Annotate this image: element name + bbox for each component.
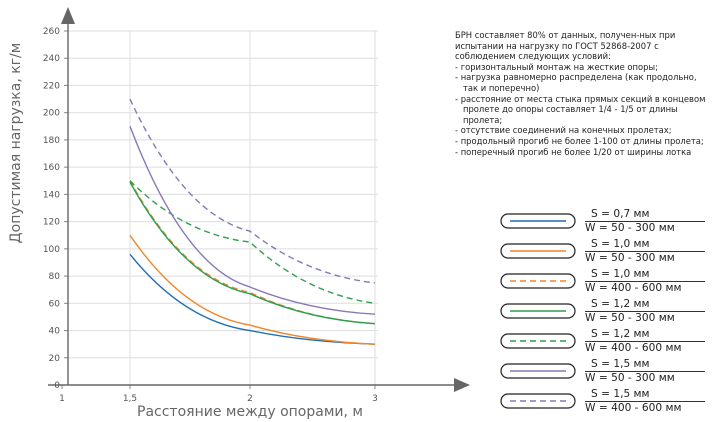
- legend-entry: S = 1,0 мм W = 400 - 600 мм: [497, 265, 712, 295]
- y-tick-label: 220: [43, 81, 60, 91]
- legend-label: S = 0,7 мм W = 50 - 300 мм: [585, 208, 705, 234]
- y-tick-label: 20: [49, 354, 61, 364]
- note-item: поперечный прогиб не более 1/20 от ширин…: [455, 147, 713, 158]
- legend-label-thickness: S = 1,2 мм: [585, 298, 705, 312]
- legend-label-thickness: S = 1,5 мм: [585, 358, 705, 372]
- legend-label-width: W = 400 - 600 мм: [585, 281, 682, 294]
- note-item: расстояние от места стыка прямых секций …: [455, 94, 713, 126]
- legend-entry: S = 1,2 мм W = 50 - 300 мм: [497, 295, 712, 325]
- y-tick-label: 0: [54, 381, 60, 391]
- note-list: горизонтальный монтаж на жесткие опоры; …: [455, 62, 713, 157]
- y-tick-label: 40: [49, 327, 61, 337]
- x-tick-label: 1: [59, 394, 65, 404]
- series-line-7: [129, 98, 376, 284]
- y-tick-label: 200: [43, 109, 60, 119]
- legend-label: S = 1,2 мм W = 400 - 600 мм: [585, 328, 705, 354]
- legend-label-width: W = 50 - 300 мм: [585, 311, 675, 324]
- legend-entry: S = 1,5 мм W = 50 - 300 мм: [497, 355, 712, 385]
- legend-label-thickness: S = 1,2 мм: [585, 328, 705, 342]
- series-line-2: [129, 234, 376, 345]
- y-tick-label: 100: [43, 245, 60, 255]
- legend-swatch-frame: [500, 393, 576, 409]
- tick-labels: 0 20 40 60 80 100 120 140 160 180 200 220 240 260 1 1,5…: [43, 27, 378, 404]
- legend-label: S = 1,0 мм W = 50 - 300 мм: [585, 238, 705, 264]
- legend-label-thickness: S = 1,0 мм: [585, 238, 705, 252]
- legend-label: S = 1,5 мм W = 400 - 600 мм: [585, 388, 705, 414]
- legend-swatch: [500, 213, 576, 229]
- legend-swatch: [500, 243, 576, 259]
- y-axis-title: Допустимая нагрузка, кг/м: [8, 43, 24, 244]
- x-tick-label: 1,5: [123, 394, 137, 404]
- legend-swatch: [500, 363, 576, 379]
- y-tick-label: 180: [43, 136, 60, 146]
- series-line-6: [129, 126, 376, 315]
- legend-swatch: [500, 333, 576, 349]
- y-tick-label: 260: [43, 27, 60, 37]
- legend-label-thickness: S = 0,7 мм: [585, 208, 705, 222]
- legend-label: S = 1,0 мм W = 400 - 600 мм: [585, 268, 705, 294]
- series-line-3: [129, 180, 376, 325]
- legend-label-width: W = 50 - 300 мм: [585, 371, 675, 384]
- legend-swatch: [500, 393, 576, 409]
- note-item: отсутствие соединений на конечных пролет…: [455, 125, 713, 136]
- legend-label-thickness: S = 1,0 мм: [585, 268, 705, 282]
- y-tick-label: 120: [43, 218, 60, 228]
- x-tick-label: 2: [247, 394, 253, 404]
- legend-entry: S = 1,2 мм W = 400 - 600 мм: [497, 325, 712, 355]
- series-line-5: [129, 180, 376, 305]
- series-lines: [129, 98, 376, 345]
- legend-swatch-frame: [500, 273, 576, 289]
- legend-label: S = 1,2 мм W = 50 - 300 мм: [585, 298, 705, 324]
- legend-label: S = 1,5 мм W = 50 - 300 мм: [585, 358, 705, 384]
- y-tick-label: 160: [43, 163, 60, 173]
- legend-label-width: W = 50 - 300 мм: [585, 251, 675, 264]
- axes: [48, 7, 470, 392]
- x-axis-title: Расстояние между опорами, м: [137, 404, 363, 420]
- legend-swatch-frame: [500, 333, 576, 349]
- series-line-4: [129, 181, 376, 325]
- legend-label-thickness: S = 1,5 мм: [585, 388, 705, 402]
- y-tick-label: 80: [49, 272, 61, 282]
- legend-label-width: W = 400 - 600 мм: [585, 341, 682, 354]
- note-item: продольный прогиб не более 1-100 от длин…: [455, 136, 713, 147]
- legend: S = 0,7 мм W = 50 - 300 мм S = 1,0 мм W = 5…: [497, 205, 712, 415]
- conditions-note: БРН составляет 80% от данных, получен-ны…: [455, 30, 713, 157]
- note-head: БРН составляет 80% от данных, получен-ны…: [455, 30, 676, 62]
- legend-label-width: W = 50 - 300 мм: [585, 221, 675, 234]
- note-item: горизонтальный монтаж на жесткие опоры;: [455, 62, 713, 73]
- y-axis-arrow: [61, 7, 75, 24]
- series-line-1: [129, 253, 376, 345]
- legend-entry: S = 1,0 мм W = 50 - 300 мм: [497, 235, 712, 265]
- y-tick-label: 240: [43, 54, 60, 64]
- gridlines: [68, 30, 378, 385]
- x-axis-arrow: [454, 378, 470, 392]
- legend-swatch: [500, 303, 576, 319]
- note-item: нагрузка равномерно распределена (как пр…: [455, 72, 713, 93]
- y-tick-label: 140: [43, 190, 60, 200]
- legend-entry: S = 1,5 мм W = 400 - 600 мм: [497, 385, 712, 415]
- y-tick-label: 60: [49, 299, 61, 309]
- legend-swatch: [500, 273, 576, 289]
- legend-label-width: W = 400 - 600 мм: [585, 401, 682, 414]
- legend-entry: S = 0,7 мм W = 50 - 300 мм: [497, 205, 712, 235]
- x-tick-label: 3: [372, 394, 378, 404]
